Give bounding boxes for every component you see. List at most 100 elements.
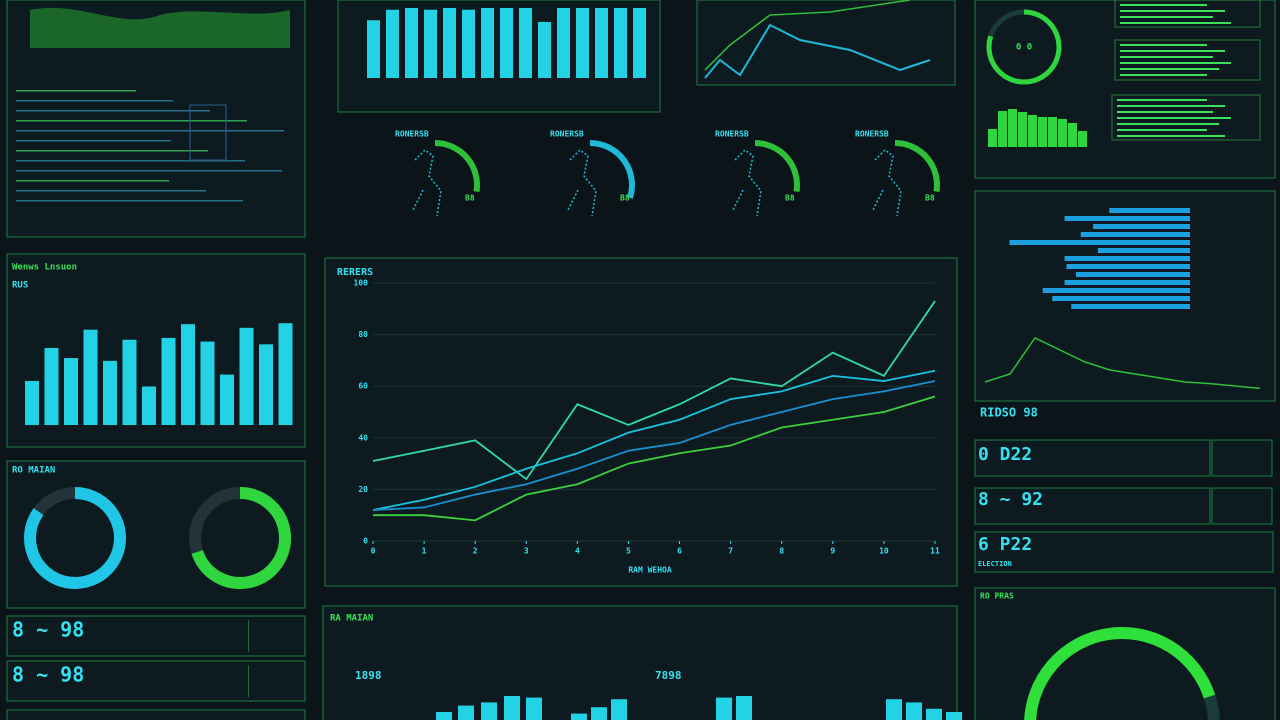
- bar: [1068, 123, 1077, 147]
- bar: [906, 702, 922, 720]
- text-box: [1114, 0, 1261, 28]
- bar: [526, 697, 542, 720]
- label: RAM WEHOA: [628, 566, 672, 575]
- hbar: [1064, 216, 1190, 221]
- bar: [1078, 131, 1087, 147]
- label: 80: [358, 330, 368, 339]
- bar: [405, 8, 418, 78]
- panel: [1211, 439, 1273, 477]
- label: RUS: [12, 281, 28, 291]
- label: 7: [728, 547, 733, 556]
- bar: [1008, 109, 1017, 147]
- label: 3: [524, 547, 529, 556]
- bar: [1018, 112, 1027, 147]
- list-line: [16, 150, 208, 152]
- hbar: [1071, 304, 1190, 309]
- bar: [161, 337, 176, 425]
- line-series: [372, 300, 936, 481]
- label: RONERSB: [855, 130, 889, 139]
- panel: [324, 257, 958, 587]
- panel: [6, 660, 306, 702]
- label: Wenws Lnsuon: [12, 263, 77, 273]
- label: B8: [620, 194, 630, 203]
- label: 20: [358, 485, 368, 494]
- hbar: [1064, 280, 1190, 285]
- panel: [696, 0, 956, 86]
- bar: [1038, 117, 1047, 147]
- list-line: [16, 110, 210, 112]
- text-line-decoration: [1117, 117, 1231, 119]
- label: 8 ~ 92: [978, 489, 1043, 510]
- figure-decoration: [872, 149, 902, 217]
- bar: [142, 386, 156, 425]
- bar: [278, 323, 293, 425]
- bar: [500, 8, 513, 78]
- hbar: [1042, 288, 1190, 293]
- bar: [436, 712, 452, 720]
- text-line-decoration: [1120, 16, 1213, 18]
- label: 4: [575, 547, 580, 556]
- label: RONERSB: [395, 130, 429, 139]
- bar: [481, 702, 497, 720]
- hbar: [1009, 240, 1190, 245]
- donut-arc: [191, 487, 291, 589]
- bar: [591, 707, 607, 720]
- text-line-decoration: [1117, 105, 1225, 107]
- bar: [614, 8, 627, 78]
- label: 0: [371, 547, 376, 556]
- bar: [595, 8, 608, 78]
- line-series: [373, 395, 936, 522]
- label: 6: [677, 547, 682, 556]
- panel: [974, 531, 1274, 573]
- panel: [974, 439, 1211, 477]
- label: 10: [879, 547, 889, 556]
- bar: [557, 8, 570, 78]
- hbar: [1052, 296, 1190, 301]
- label: 40: [358, 433, 368, 442]
- hbar: [1076, 272, 1190, 277]
- panel: [6, 460, 306, 609]
- line-series: [372, 380, 936, 511]
- gauge-arc: [754, 140, 800, 193]
- text-line-decoration: [1120, 62, 1231, 64]
- bar: [716, 697, 732, 720]
- line-series: [372, 369, 936, 511]
- bar: [386, 9, 399, 78]
- text-line-decoration: [1117, 123, 1219, 125]
- text-line-decoration: [1120, 4, 1207, 6]
- list-line: [16, 170, 282, 172]
- figure-decoration: [412, 149, 442, 217]
- list-line: [16, 190, 206, 192]
- text-line-decoration: [1120, 22, 1231, 24]
- hbar: [1064, 256, 1190, 261]
- hbar: [1109, 208, 1190, 213]
- figure-decoration: [567, 149, 597, 217]
- text-line-decoration: [1117, 111, 1213, 113]
- list-line: [16, 120, 247, 122]
- label: 0 D22: [978, 444, 1032, 465]
- gauge-arc: [434, 140, 480, 193]
- label: 11: [930, 547, 940, 556]
- panel: [6, 709, 306, 720]
- list-line: [16, 180, 169, 182]
- text-line-decoration: [1120, 44, 1207, 46]
- label: RO PRAS: [980, 592, 1014, 601]
- label: RONERSB: [550, 130, 584, 139]
- label: B8: [465, 194, 475, 203]
- donut-arc: [24, 487, 126, 589]
- label: 60: [358, 382, 368, 391]
- gauge-arc: [589, 140, 635, 199]
- list-box: [189, 104, 227, 161]
- bar: [458, 705, 474, 720]
- label: 1: [422, 547, 427, 556]
- text-line-decoration: [1117, 99, 1207, 101]
- hbar: [1066, 264, 1190, 269]
- list-line: [16, 200, 243, 202]
- bar: [200, 341, 215, 425]
- hbar: [1097, 248, 1190, 253]
- label: 0 0: [1016, 43, 1032, 53]
- label: B8: [785, 194, 795, 203]
- bar: [576, 8, 589, 78]
- panel: [974, 0, 1276, 179]
- hbar: [1093, 224, 1190, 229]
